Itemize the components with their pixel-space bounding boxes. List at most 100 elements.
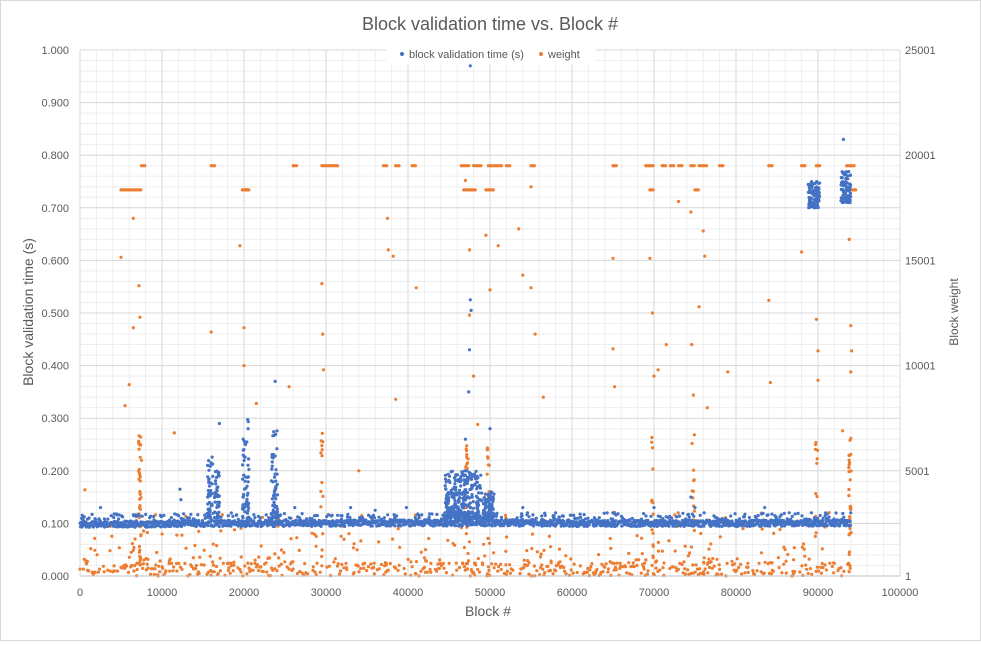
weight-point [643,561,647,565]
validation-point [807,190,811,194]
validation-point [840,176,845,180]
validation-point [293,506,297,510]
validation-point [463,437,467,441]
weight-point [595,567,599,572]
validation-point [270,460,274,464]
validation-point [241,507,245,511]
weight-point [814,569,818,574]
validation-point [466,510,470,514]
weight-point [715,557,719,561]
weight-point [671,565,675,569]
validation-point [244,486,248,490]
weight-point [172,565,176,569]
weight-point [102,570,106,574]
validation-point [485,523,489,527]
weight-point [686,554,691,558]
validation-point [206,475,210,479]
validation-point [246,475,250,479]
weight-point [78,567,82,571]
validation-point [579,515,583,519]
validation-point [215,511,219,515]
validation-point [455,506,459,510]
weight-point [699,531,703,536]
validation-point [241,495,245,499]
validation-point [195,523,199,528]
validation-point [780,524,784,528]
weight-point [562,565,566,570]
validation-point [278,513,283,517]
validation-point [487,501,491,506]
weight-point [839,566,843,570]
validation-point [121,515,125,519]
validation-point [446,510,450,515]
weight-point [139,533,143,537]
validation-point [211,462,215,466]
validation-point [345,515,349,519]
weight-point [697,305,701,309]
validation-point [275,493,280,497]
weight-point [716,573,720,577]
weight-point [228,571,232,575]
weight-point [692,164,696,168]
x-tick-label: 90000 [803,587,834,599]
validation-point [677,520,681,524]
validation-point [569,519,573,523]
weight-point [847,237,851,241]
weight-point [425,570,429,574]
weight-point [243,564,247,568]
weight-point [175,569,179,573]
weight-point [403,572,407,576]
validation-point [576,516,580,520]
validation-point [130,524,134,528]
weight-point [177,561,181,566]
weight-point [824,568,829,572]
weight-point [549,561,553,565]
weight-point [768,380,773,385]
validation-point [841,137,846,141]
weight-point [848,515,852,519]
weight-point [315,561,319,565]
weight-point [543,571,547,575]
validation-point [812,194,816,198]
weight-point [319,439,323,443]
validation-point [483,492,487,496]
weight-point [164,569,168,573]
weight-point [351,546,355,550]
validation-point [515,516,519,520]
weight-point [508,571,512,575]
validation-point [840,196,845,200]
validation-point [460,492,464,496]
validation-point [449,470,453,474]
x-tick-label: 40000 [393,587,424,599]
weight-point [259,565,263,569]
weight-point [651,543,655,547]
validation-point [144,512,148,517]
validation-point [790,514,794,519]
validation-point [491,497,495,501]
weight-point [505,535,509,539]
validation-point [460,470,464,474]
weight-point [454,561,458,565]
weight-point [702,572,706,576]
weight-point [305,572,310,576]
weight-point [209,330,213,334]
weight-point [409,560,413,564]
x-tick-label: 60000 [557,587,588,599]
weight-point [397,164,401,168]
validation-point [353,519,358,523]
validation-point [817,187,821,191]
weight-point [486,536,490,541]
validation-point [448,514,452,519]
validation-point [642,511,646,516]
validation-point [282,511,286,516]
weight-point [419,569,423,574]
weight-point [372,565,376,570]
weight-point [313,570,317,574]
weight-point [706,560,711,565]
validation-point [827,515,831,519]
validation-point [482,496,486,500]
validation-point [611,519,615,523]
validation-point [450,494,454,498]
validation-point [821,516,825,520]
weight-point [320,454,324,458]
